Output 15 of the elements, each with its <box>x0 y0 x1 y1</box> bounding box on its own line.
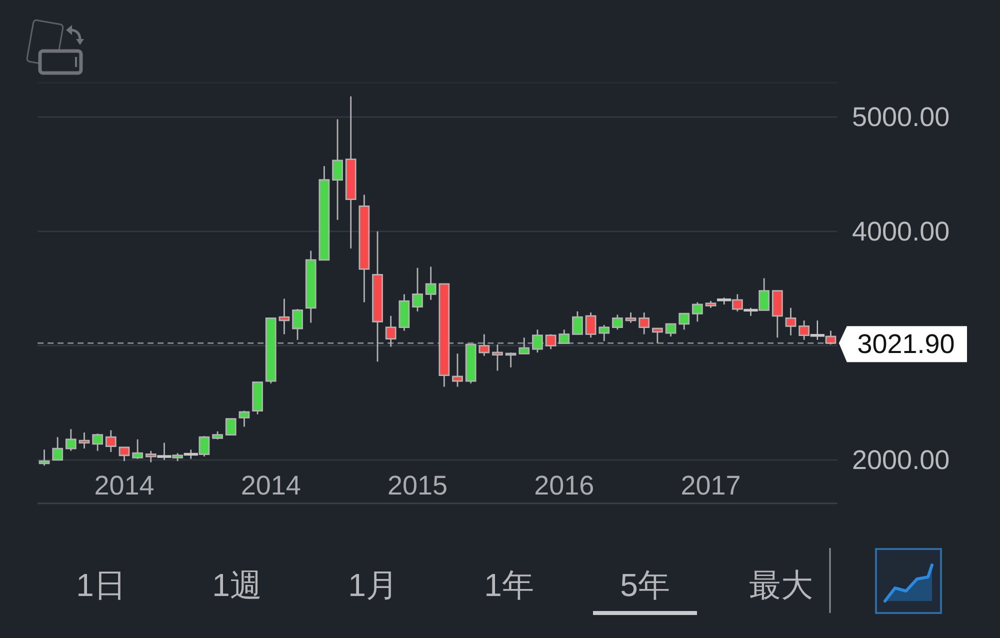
x-tick-label: 2014 <box>240 470 301 500</box>
y-tick-label: 2000.00 <box>852 444 950 475</box>
y-tick-label: 5000.00 <box>852 102 950 132</box>
x-tick-label: 2016 <box>534 470 594 500</box>
text: 最大 <box>749 567 813 603</box>
text: 5年 <box>620 567 670 603</box>
text: 1週 <box>212 567 262 603</box>
x-tick-label: 2015 <box>387 470 448 500</box>
x-tick-label: 2017 <box>680 470 741 500</box>
text: 1年 <box>484 567 534 603</box>
text: 1日 <box>76 567 126 603</box>
x-tick-label: 2014 <box>94 470 154 500</box>
y-tick-label: 4000.00 <box>852 216 950 246</box>
text: 1月 <box>348 567 398 603</box>
ref-line-label: 3021.90 <box>857 329 955 360</box>
